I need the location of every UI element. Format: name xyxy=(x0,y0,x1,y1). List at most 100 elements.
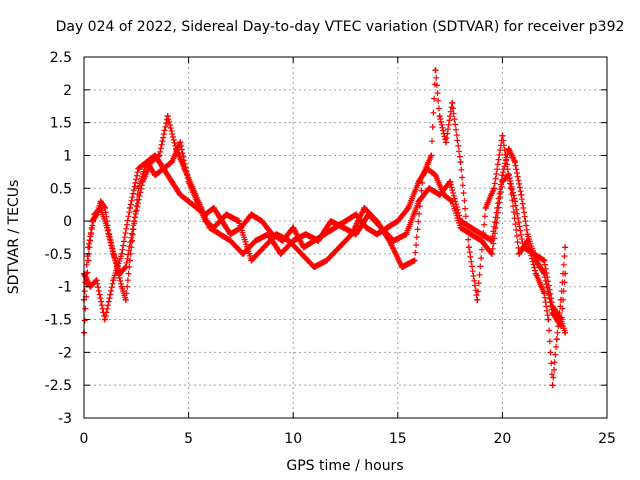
data-point xyxy=(432,67,439,74)
data-point xyxy=(216,231,223,238)
data-point xyxy=(91,211,98,218)
data-point xyxy=(549,309,556,316)
data-point xyxy=(541,270,548,277)
data-point xyxy=(239,250,246,257)
data-point xyxy=(557,323,564,330)
data-point xyxy=(415,198,422,205)
data-point xyxy=(110,277,117,284)
data-point xyxy=(532,270,539,277)
data-point xyxy=(499,132,506,139)
data-point xyxy=(122,264,129,271)
data-point xyxy=(302,231,309,238)
data-point xyxy=(265,231,272,238)
data-point xyxy=(116,270,123,277)
data-point xyxy=(511,198,518,205)
data-point xyxy=(474,296,481,303)
data-point xyxy=(436,191,443,198)
data-point xyxy=(478,231,485,238)
data-point xyxy=(488,237,495,244)
data-point xyxy=(118,250,125,257)
data-point xyxy=(465,244,472,251)
data-point xyxy=(135,185,142,192)
x-tick-label: 15 xyxy=(389,431,407,447)
data-point xyxy=(373,231,380,238)
data-point xyxy=(553,336,560,343)
data-point xyxy=(384,224,391,231)
data-point xyxy=(290,224,297,231)
data-point xyxy=(168,159,175,166)
data-point xyxy=(532,257,539,264)
data-point xyxy=(511,159,518,166)
y-tick-label: -0.5 xyxy=(45,247,72,263)
data-point xyxy=(394,218,401,225)
data-point xyxy=(110,250,117,257)
data-point xyxy=(298,250,305,257)
data-point xyxy=(478,237,485,244)
data-point xyxy=(419,172,426,179)
data-point xyxy=(323,257,330,264)
data-point xyxy=(361,204,368,211)
data-point xyxy=(97,198,104,205)
data-point xyxy=(541,257,548,264)
data-point xyxy=(147,159,154,166)
data-point xyxy=(442,139,449,146)
series-markers xyxy=(81,152,568,336)
data-point xyxy=(235,218,242,225)
x-tick-label: 10 xyxy=(284,431,302,447)
y-tick-label: -1.5 xyxy=(45,313,72,329)
data-point xyxy=(290,237,297,244)
data-point xyxy=(415,178,422,185)
x-tick-label: 0 xyxy=(80,431,89,447)
data-points xyxy=(81,67,569,389)
data-point xyxy=(403,231,410,238)
x-tick-label: 25 xyxy=(598,431,616,447)
y-tick-label: -3 xyxy=(58,411,72,427)
y-tick-label: -2 xyxy=(58,345,72,361)
data-point xyxy=(507,185,514,192)
data-point xyxy=(177,139,184,146)
data-point xyxy=(118,283,125,290)
y-tick-label: 0 xyxy=(63,214,72,230)
data-point xyxy=(516,250,523,257)
data-point xyxy=(210,204,217,211)
data-point xyxy=(135,165,142,172)
y-tick-label: 1 xyxy=(63,148,72,164)
data-point xyxy=(127,204,134,211)
data-point xyxy=(340,224,347,231)
data-point xyxy=(227,231,234,238)
data-point xyxy=(189,185,196,192)
data-point xyxy=(93,277,100,284)
x-axis: 0 5 10 15 20 25 xyxy=(80,57,616,447)
y-tick-label: -2.5 xyxy=(45,378,72,394)
data-point xyxy=(248,257,255,264)
data-point xyxy=(277,250,284,257)
data-point xyxy=(160,165,167,172)
y-axis: -3 -2.5 -2 -1.5 -1 -0.5 0 0.5 1 1.5 2 2.5 xyxy=(45,50,607,427)
series-track-3 xyxy=(81,113,569,330)
plot-frame xyxy=(83,56,608,419)
y-tick-label: 2 xyxy=(63,83,72,99)
data-point xyxy=(482,204,489,211)
data-point xyxy=(457,218,464,225)
data-point xyxy=(432,172,439,179)
data-point xyxy=(315,237,322,244)
data-point xyxy=(549,382,556,389)
data-point xyxy=(206,224,213,231)
data-point xyxy=(252,237,259,244)
data-point xyxy=(457,159,464,166)
data-point xyxy=(156,152,163,159)
data-point xyxy=(524,231,531,238)
data-point xyxy=(562,270,569,277)
data-point xyxy=(139,178,146,185)
data-point xyxy=(168,178,175,185)
data-point xyxy=(505,145,512,152)
data-point xyxy=(449,99,456,106)
data-point xyxy=(185,198,192,205)
data-point xyxy=(390,237,397,244)
x-axis-label: GPS time / hours xyxy=(286,458,403,474)
data-point xyxy=(248,211,255,218)
data-point xyxy=(198,204,205,211)
data-point xyxy=(181,165,188,172)
y-tick-label: 2.5 xyxy=(50,50,72,66)
